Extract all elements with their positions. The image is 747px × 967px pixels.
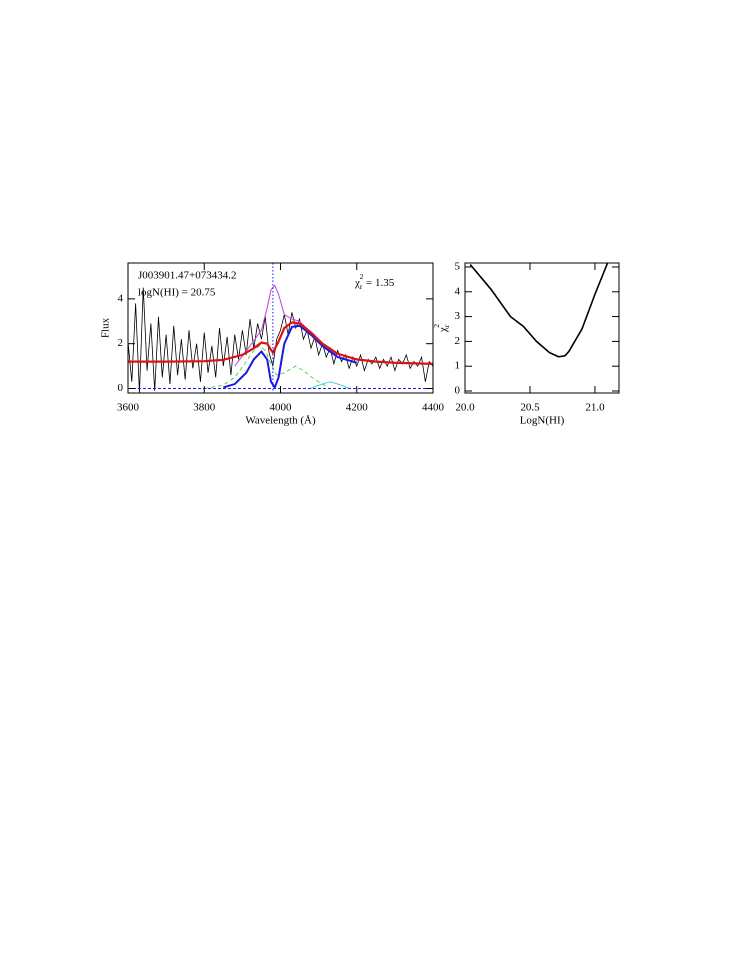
x-tick-label: 20.0	[455, 402, 475, 414]
series-line	[469, 263, 609, 358]
x-tick-label: 4200	[346, 402, 369, 414]
x-tick-label: 3800	[193, 402, 216, 414]
y-tick-label: 4	[118, 292, 124, 304]
y-tick-label: 0	[455, 385, 461, 397]
y-tick-label: 5	[455, 261, 461, 273]
x-axis-label: LogN(HI)	[520, 415, 565, 427]
chi-superscript: 2	[432, 324, 441, 328]
annotation: logN(HI) = 20.75	[138, 287, 216, 299]
x-tick-label: 3600	[117, 402, 140, 414]
x-axis-label: Wavelength (Å)	[245, 415, 316, 427]
series-line	[223, 324, 358, 390]
chi-subscript: r	[442, 324, 451, 327]
annotation: J003901.47+073434.2	[138, 270, 236, 282]
y-tick-label: 3	[455, 310, 461, 322]
chi-symbol: χ	[354, 277, 360, 289]
y-axis-label-group: Flux	[100, 317, 112, 338]
x-tick-label: 21.0	[585, 402, 605, 414]
y-axis-label: χr2	[432, 324, 451, 333]
series-line	[204, 345, 327, 389]
chi-superscript: 2	[359, 272, 363, 281]
y-axis-label-group: χr2	[432, 324, 451, 333]
series-line	[128, 321, 433, 365]
chi-symbol: χ	[437, 327, 449, 333]
y-axis-label: Flux	[100, 317, 112, 338]
plot-area	[469, 263, 609, 358]
chi-subscript: r	[360, 282, 363, 291]
x-tick-label: 4400	[422, 402, 445, 414]
y-tick-label: 2	[118, 337, 124, 349]
chi-square-label: χr2 = 1.35	[354, 272, 395, 291]
y-tick-label: 4	[455, 285, 461, 297]
y-tick-label: 0	[118, 382, 124, 394]
y-tick-label: 1	[455, 360, 461, 372]
axes-frame	[464, 262, 620, 394]
chi-value: = 1.35	[363, 277, 394, 289]
x-tick-label: 20.5	[520, 402, 540, 414]
series-line	[310, 381, 350, 389]
y-tick-label: 2	[455, 335, 461, 347]
x-tick-label: 4000	[270, 402, 293, 414]
